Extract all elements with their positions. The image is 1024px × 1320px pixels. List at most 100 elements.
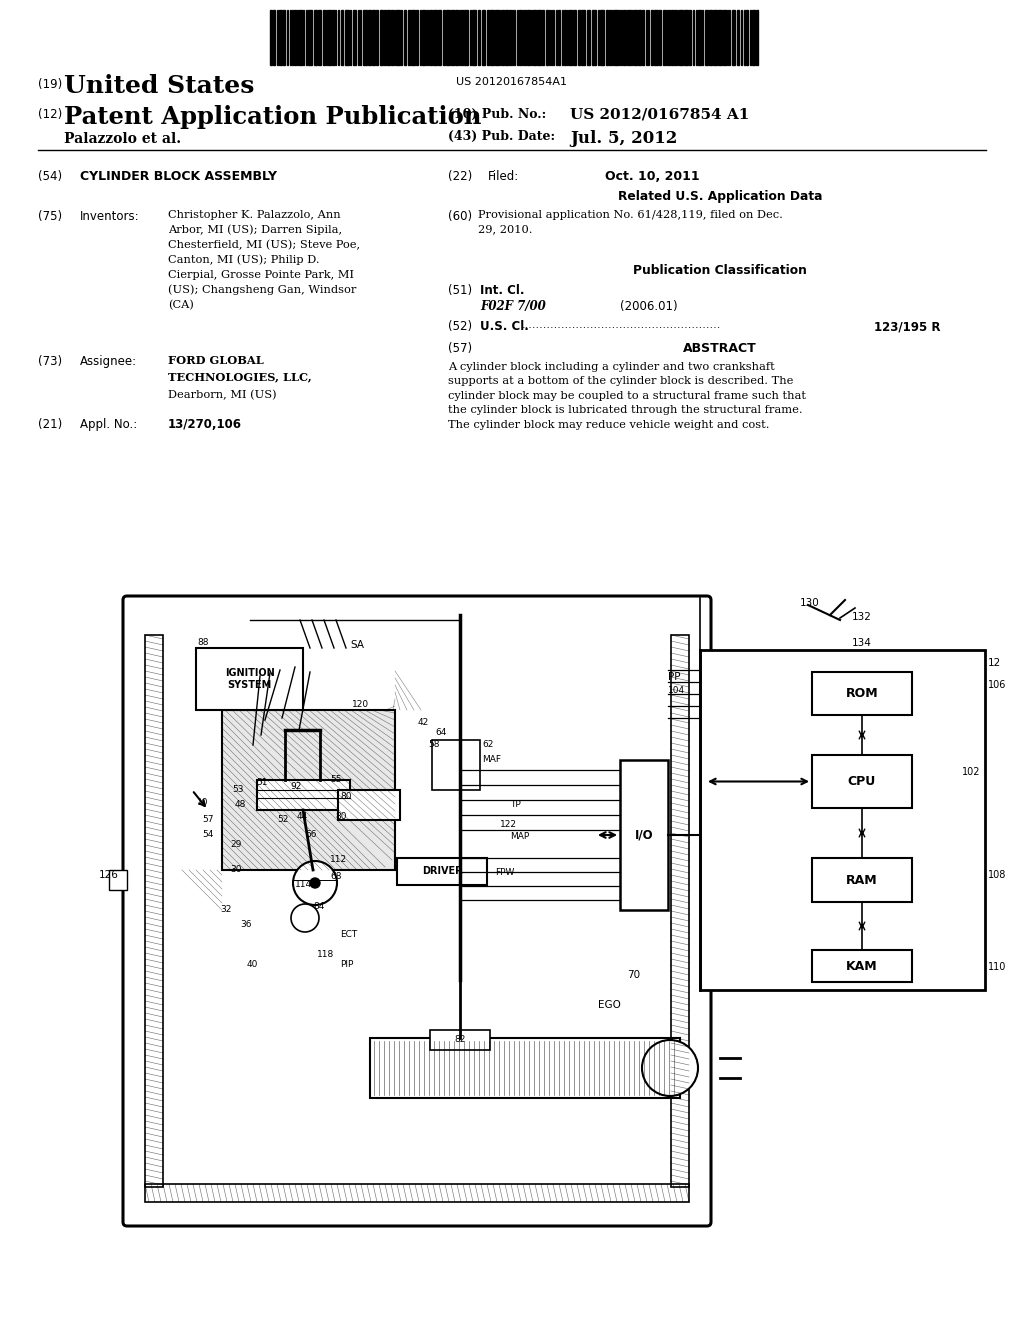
Text: Christopher K. Palazzolo, Ann
Arbor, MI (US); Darren Sipila,
Chesterfield, MI (U: Christopher K. Palazzolo, Ann Arbor, MI …	[168, 210, 360, 310]
Text: Related U.S. Application Data: Related U.S. Application Data	[617, 190, 822, 203]
Bar	[368, 11, 371, 65]
Bar	[455, 11, 458, 65]
Bar	[651, 11, 653, 65]
Text: 123/195 R: 123/195 R	[873, 319, 940, 333]
Text: Palazzolo et al.: Palazzolo et al.	[63, 132, 181, 147]
Bar	[416, 11, 418, 65]
Text: TP: TP	[510, 800, 521, 809]
Bar	[487, 11, 489, 65]
Text: 64: 64	[435, 729, 446, 737]
Bar	[283, 11, 285, 65]
Text: Patent Application Publication: Patent Application Publication	[63, 106, 481, 129]
Text: 108: 108	[988, 870, 1007, 880]
Bar	[505, 11, 508, 65]
Bar	[509, 11, 511, 65]
Bar	[341, 11, 343, 65]
Text: United States: United States	[63, 74, 254, 98]
Bar	[812, 858, 912, 902]
Text: 48: 48	[234, 800, 247, 809]
Text: US 20120167854A1: US 20120167854A1	[457, 77, 567, 87]
Text: I/O: I/O	[635, 829, 653, 842]
Text: 57: 57	[202, 814, 213, 824]
Bar	[634, 11, 637, 65]
Text: DRIVER: DRIVER	[422, 866, 462, 876]
Bar	[623, 11, 625, 65]
Text: 54: 54	[202, 830, 213, 840]
Bar	[422, 11, 425, 65]
Text: Publication Classification: Publication Classification	[633, 264, 807, 277]
Text: (43) Pub. Date:: (43) Pub. Date:	[449, 129, 555, 143]
Bar	[698, 11, 701, 65]
Bar	[689, 11, 691, 65]
Text: 126: 126	[99, 870, 119, 880]
Bar	[746, 11, 748, 65]
Bar	[663, 11, 665, 65]
Bar	[318, 11, 321, 65]
Text: 134: 134	[852, 638, 871, 648]
Bar	[542, 11, 544, 65]
Bar	[659, 11, 662, 65]
Text: 82: 82	[455, 1035, 466, 1044]
Text: FORD GLOBAL
TECHNOLOGIES, LLC,: FORD GLOBAL TECHNOLOGIES, LLC,	[168, 355, 311, 381]
Text: IGNITION
SYSTEM: IGNITION SYSTEM	[224, 668, 274, 690]
Text: (73): (73)	[38, 355, 62, 368]
Text: (57): (57)	[449, 342, 472, 355]
Bar	[671, 11, 673, 65]
Text: F02F 7/00: F02F 7/00	[480, 300, 546, 313]
Bar	[709, 11, 712, 65]
Text: 80: 80	[335, 812, 346, 821]
Text: Inventors:: Inventors:	[80, 210, 139, 223]
Text: .......................................................: ........................................…	[522, 319, 721, 330]
Bar	[482, 11, 485, 65]
Text: 132: 132	[852, 612, 871, 622]
Bar	[671, 635, 689, 1187]
Text: (19): (19)	[38, 78, 62, 91]
Text: RAM: RAM	[846, 874, 878, 887]
Bar	[600, 11, 604, 65]
Text: (54): (54)	[38, 170, 62, 183]
Bar	[433, 11, 437, 65]
Bar	[524, 11, 526, 65]
FancyBboxPatch shape	[123, 597, 711, 1226]
Bar	[384, 11, 386, 65]
Text: 106: 106	[988, 680, 1007, 690]
Bar	[328, 11, 331, 65]
Bar	[537, 11, 541, 65]
Bar	[812, 672, 912, 715]
Text: 40: 40	[247, 960, 258, 969]
Text: US 2012/0167854 A1: US 2012/0167854 A1	[570, 108, 750, 121]
Text: 30: 30	[230, 865, 242, 874]
Bar	[196, 648, 303, 710]
Bar	[546, 11, 548, 65]
Text: MAF: MAF	[482, 755, 501, 764]
Bar	[490, 11, 494, 65]
Circle shape	[310, 878, 319, 888]
Bar	[502, 11, 504, 65]
Text: PP: PP	[668, 672, 681, 682]
Bar	[432, 741, 480, 789]
Text: FPW: FPW	[495, 869, 514, 876]
Text: 120: 120	[352, 700, 369, 709]
Bar	[314, 11, 317, 65]
Circle shape	[293, 861, 337, 906]
Text: (22): (22)	[449, 170, 472, 183]
Text: 52: 52	[278, 814, 289, 824]
Text: A cylinder block including a cylinder and two crankshaft
supports at a bottom of: A cylinder block including a cylinder an…	[449, 362, 806, 429]
Text: Jul. 5, 2012: Jul. 5, 2012	[570, 129, 677, 147]
Circle shape	[291, 904, 319, 932]
Bar	[578, 11, 580, 65]
Bar	[668, 11, 670, 65]
Bar	[308, 11, 312, 65]
Text: (21): (21)	[38, 418, 62, 432]
Text: EGO: EGO	[598, 1001, 621, 1010]
Bar	[257, 780, 350, 810]
Text: ECT: ECT	[340, 931, 357, 939]
Bar	[573, 11, 575, 65]
Bar	[294, 11, 296, 65]
Text: (51): (51)	[449, 284, 472, 297]
Bar	[569, 11, 572, 65]
Bar	[380, 11, 383, 65]
Bar	[534, 11, 536, 65]
Text: 29: 29	[230, 840, 242, 849]
Text: 32: 32	[220, 906, 231, 913]
